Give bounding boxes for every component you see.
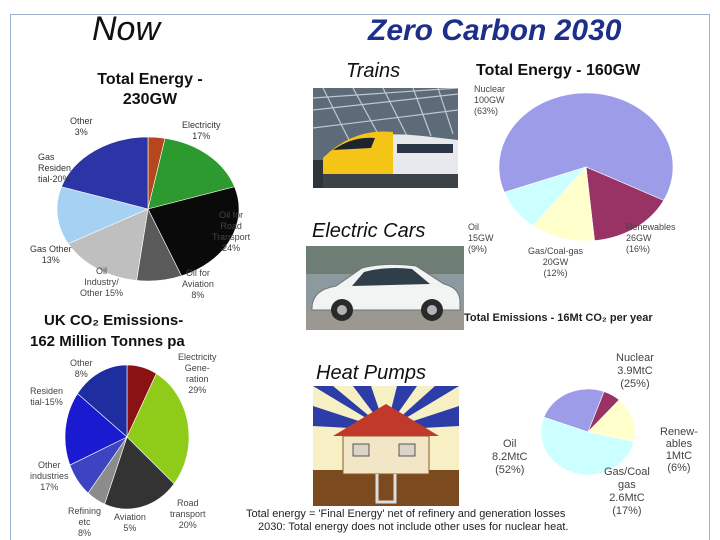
now-energy-slice-oil-for-road-transport	[147, 186, 240, 277]
footnote-line2: 2030: Total energy does not include othe…	[258, 521, 569, 533]
now-energy-slice-gas-other	[56, 186, 149, 245]
future-energy-label-oil: Oil 15GW (9%)	[468, 222, 494, 254]
now-energy-title-line1: Total Energy -	[97, 71, 203, 88]
now-energy-label-gas-other: Gas Other 13%	[30, 244, 72, 265]
future-emissions-label-renewables: Renew-ables 1MtC (6%)	[660, 426, 698, 474]
future-emissions-pie	[540, 388, 636, 476]
now-emissions-pie	[64, 364, 190, 510]
now-emissions-title: UK CO₂ Emissions- 162 Million Tonnes pa	[30, 310, 230, 352]
now-energy-pie	[56, 136, 240, 282]
now-heading: Now	[92, 10, 161, 48]
now-energy-label-electricity: Electricity 17%	[182, 120, 221, 141]
now-emissions-slice-residential	[77, 364, 128, 438]
future-emissions-slice-gas-coal-gas	[587, 399, 636, 442]
now-emissions-slice-electricity-generation	[126, 373, 190, 485]
future-energy-label-gas: Gas/Coal-gas 20GW (12%)	[528, 246, 584, 278]
future-energy-slice-oil	[503, 166, 587, 227]
now-energy-title-line2: 230GW	[122, 91, 178, 108]
footnote: Total energy = 'Final Energy' net of ref…	[246, 508, 568, 534]
future-energy-slice-gas-coal-gas	[532, 166, 595, 242]
heat-pumps-label: Heat Pumps	[316, 362, 427, 384]
now-energy-label-gas-residential: Gas Residen tial-20%	[38, 152, 72, 184]
future-energy-title: Total Energy - 160GW	[476, 62, 641, 79]
footnote-line1: Total energy = 'Final Energy' net of ref…	[246, 508, 566, 520]
future-emissions-title: Total Emissions - 16Mt CO₂ per year	[464, 312, 653, 324]
train-photo	[313, 88, 458, 188]
now-emissions-slice-road-transport	[104, 436, 175, 510]
trains-label: Trains	[346, 60, 401, 82]
now-emissions-title-line1: UK CO₂ Emissions-	[44, 312, 184, 329]
future-emissions-slice-nuclear	[543, 388, 605, 433]
now-emissions-label-aviation: Aviation 5%	[114, 512, 146, 533]
future-energy-slice-nuclear	[498, 92, 674, 201]
now-emissions-slice-other-industries	[64, 393, 128, 466]
electric-cars-label: Electric Cars	[312, 220, 426, 242]
future-heading: Zero Carbon 2030	[368, 14, 622, 47]
future-emissions-label-oil: Oil 8.2MtC (52%)	[492, 438, 528, 476]
future-energy-slice-renewables	[585, 166, 665, 241]
slide-frame	[10, 14, 710, 540]
future-emissions-label-gas: Gas/Coal gas 2.6MtC (17%)	[604, 466, 650, 517]
now-emissions-title-line2: 162 Million Tonnes pa	[30, 333, 185, 350]
now-energy-label-oil-road: Oil for Road Transport 24%	[212, 210, 251, 253]
electric-car-photo	[306, 246, 464, 330]
now-energy-label-oil-aviation: Oil for Aviation 8%	[182, 268, 214, 300]
now-energy-title: Total Energy - 230GW	[60, 70, 240, 110]
now-emissions-label-other-industries: Other industries 17%	[30, 460, 69, 492]
now-energy-slice-oil-industry-other	[67, 208, 149, 281]
now-energy-label-oil-industry: Oil Industry/Other 15%	[80, 266, 124, 298]
now-emissions-label-other: Other 8%	[70, 358, 93, 379]
now-energy-label-other: Other 3%	[70, 116, 93, 137]
heat-pump-diagram	[313, 386, 459, 506]
now-energy-slice-electricity	[147, 137, 235, 210]
now-emissions-label-residential: Residen tial-15%	[30, 386, 64, 407]
future-emissions-slice-oil	[540, 416, 635, 476]
now-emissions-label-refining: Refining etc 8%	[68, 506, 102, 538]
future-energy-pie	[498, 92, 674, 242]
future-energy-label-renewables: Renewables 26GW (16%)	[626, 222, 676, 254]
now-emissions-label-road: Road transport 20%	[170, 498, 206, 530]
future-energy-label-nuclear: Nuclear 100GW (63%)	[474, 84, 506, 116]
now-energy-slice-gas-residential	[61, 136, 149, 210]
now-emissions-label-electricity: Electricity Gene-ration 29%	[178, 352, 217, 395]
future-emissions-label-nuclear: Nuclear 3.9MtC (25%)	[616, 352, 654, 390]
